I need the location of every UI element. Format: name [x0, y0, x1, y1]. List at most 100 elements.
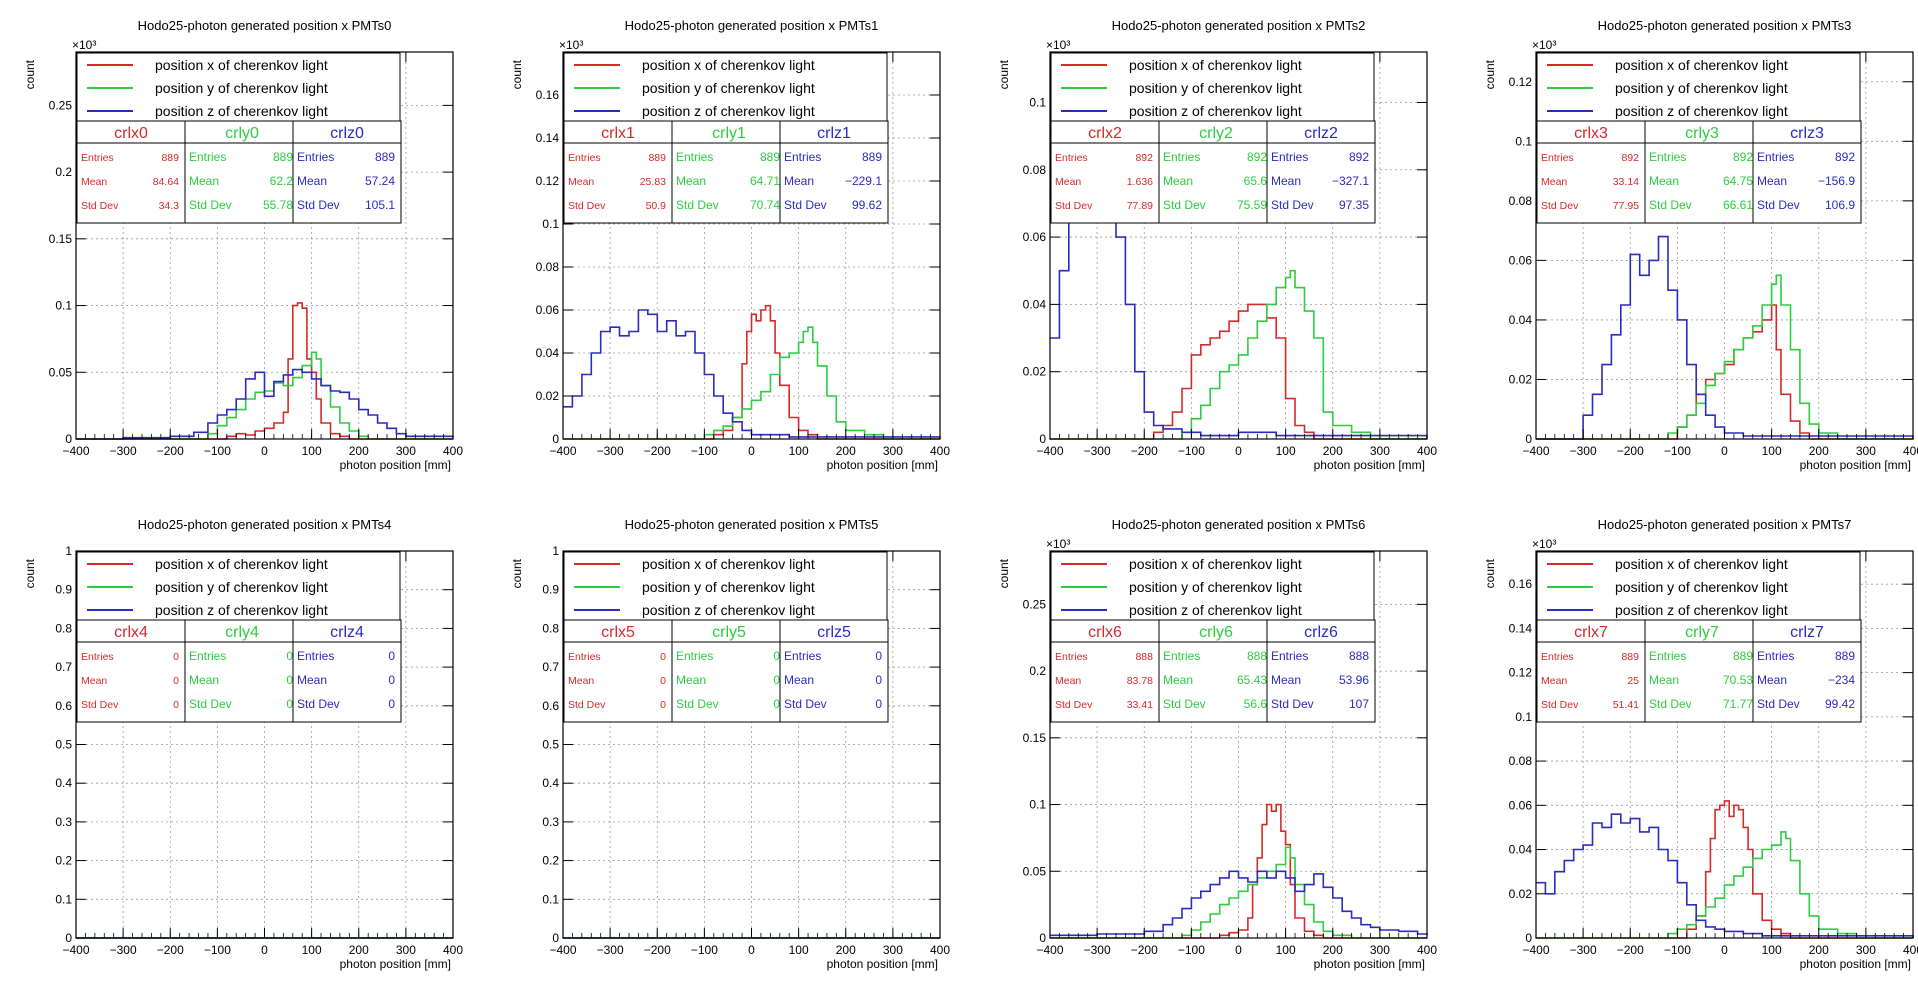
y-tick-label: 0.14 [1509, 621, 1533, 635]
histogram-series-z [1536, 813, 1914, 938]
panel-title: Hodo25-photon generated position x PMTs7 [1598, 517, 1852, 532]
stats-value: 57.24 [365, 174, 395, 188]
stats-name: crlz5 [817, 624, 851, 641]
stats-label: Std Dev [784, 697, 827, 711]
stats-box [1266, 619, 1376, 723]
y-tick-label: 0.02 [1023, 365, 1047, 379]
histogram-panel-4: Hodo25-photon generated position x PMTs4… [23, 517, 463, 971]
panel-title: Hodo25-photon generated position x PMTs5 [625, 517, 879, 532]
stats-label: Std Dev [1055, 699, 1093, 711]
stats-value: −229.1 [845, 174, 882, 188]
stats-label: Mean [568, 675, 594, 687]
x-tick-label: −400 [62, 444, 89, 458]
stats-value: 64.75 [1723, 174, 1753, 188]
stats-value: −156.9 [1818, 174, 1855, 188]
legend-entry: position z of cherenkov light [1615, 103, 1788, 119]
x-tick-label: −200 [1131, 444, 1158, 458]
y-tick-label: 0.16 [536, 88, 560, 102]
x-tick-label: 400 [930, 444, 950, 458]
y-tick-label: 0.08 [1023, 163, 1047, 177]
stats-value: 77.89 [1127, 200, 1153, 212]
x-tick-label: −300 [1084, 444, 1111, 458]
y-tick-label: 0.25 [49, 98, 73, 112]
stats-label: Mean [1163, 673, 1193, 687]
histogram-panel-3: Hodo25-photon generated position x PMTs3… [1483, 18, 1918, 472]
stats-label: Mean [1271, 174, 1301, 188]
legend-entry: position y of cherenkov light [642, 579, 815, 595]
y-tick-label: 0.1 [55, 299, 72, 313]
x-tick-label: 0 [1721, 943, 1728, 957]
y-axis-title: count [23, 558, 37, 588]
stats-name: crlz6 [1304, 624, 1338, 641]
stats-label: Entries [784, 150, 821, 164]
stats-value: −327.1 [1332, 174, 1369, 188]
x-tick-label: 200 [836, 943, 856, 957]
y-tick-label: 0.05 [1023, 864, 1047, 878]
stats-value: 75.59 [1237, 198, 1267, 212]
stats-value: 65.43 [1237, 673, 1267, 687]
x-axis-title: photon position [mm] [827, 458, 938, 472]
y-tick-label: 0.02 [1509, 887, 1533, 901]
stats-label: Entries [1757, 649, 1794, 663]
stats-value: 0 [660, 675, 666, 687]
stats-label: Entries [81, 152, 114, 164]
histogram-series-z [1536, 235, 1914, 440]
y-tick-label: 0 [1039, 931, 1046, 945]
stats-value: 64.71 [750, 174, 780, 188]
stats-value: 889 [273, 150, 293, 164]
y-axis-title: count [510, 59, 524, 89]
x-tick-label: 400 [1903, 943, 1918, 957]
y-tick-label: 0.8 [542, 621, 559, 635]
legend-entry: position y of cherenkov light [155, 80, 328, 96]
stats-label: Entries [1541, 651, 1574, 663]
y-tick-label: 0 [65, 432, 72, 446]
stats-label: Mean [1649, 174, 1679, 188]
axis-exponent-label: ×10³ [559, 38, 583, 52]
histogram-panel-5: Hodo25-photon generated position x PMTs5… [510, 517, 950, 971]
stats-label: Mean [297, 174, 327, 188]
stats-label: Mean [1055, 675, 1081, 687]
stats-name: crlz4 [330, 624, 364, 641]
x-tick-label: 0 [748, 444, 755, 458]
legend-entry: position z of cherenkov light [155, 602, 328, 618]
stats-label: Std Dev [568, 699, 606, 711]
y-tick-label: 0.9 [55, 583, 72, 597]
panel-title: Hodo25-photon generated position x PMTs1 [625, 18, 879, 33]
stats-box [1050, 120, 1160, 224]
histogram-panel-0: Hodo25-photon generated position x PMTs0… [23, 18, 463, 472]
stats-value: 70.53 [1723, 673, 1753, 687]
x-tick-label: 100 [1276, 444, 1296, 458]
y-tick-label: 0.15 [49, 232, 73, 246]
legend-entry: position z of cherenkov light [155, 103, 328, 119]
x-tick-label: 100 [1276, 943, 1296, 957]
x-tick-label: −300 [1570, 943, 1597, 957]
y-tick-label: 0.08 [1509, 194, 1533, 208]
stats-label: Entries [568, 651, 601, 663]
y-axis-title: count [510, 558, 524, 588]
legend-entry: position x of cherenkov light [642, 556, 815, 572]
stats-value: 888 [1135, 651, 1153, 663]
stats-label: Std Dev [784, 198, 827, 212]
stats-box [671, 619, 787, 723]
stats-label: Entries [297, 649, 334, 663]
y-tick-label: 0.3 [542, 815, 559, 829]
stats-label: Mean [81, 176, 107, 188]
stats-value: 0 [173, 675, 179, 687]
x-tick-label: −100 [691, 943, 718, 957]
legend-entry: position y of cherenkov light [642, 80, 815, 96]
y-tick-label: 0.04 [1023, 297, 1047, 311]
x-tick-label: −300 [110, 444, 137, 458]
stats-label: Std Dev [1541, 699, 1579, 711]
stats-name: crlz7 [1790, 624, 1824, 641]
x-axis-title: photon position [mm] [1314, 957, 1425, 971]
x-tick-label: −300 [597, 444, 624, 458]
x-tick-label: −100 [1664, 943, 1691, 957]
x-tick-label: −200 [644, 943, 671, 957]
stats-name: crly2 [1199, 125, 1233, 142]
axis-exponent-label: ×10³ [1532, 537, 1556, 551]
x-tick-label: 0 [261, 444, 268, 458]
y-tick-label: 0.1 [55, 892, 72, 906]
stats-value: 889 [862, 150, 882, 164]
y-tick-label: 0.1 [1029, 798, 1046, 812]
x-tick-label: 100 [1762, 943, 1782, 957]
